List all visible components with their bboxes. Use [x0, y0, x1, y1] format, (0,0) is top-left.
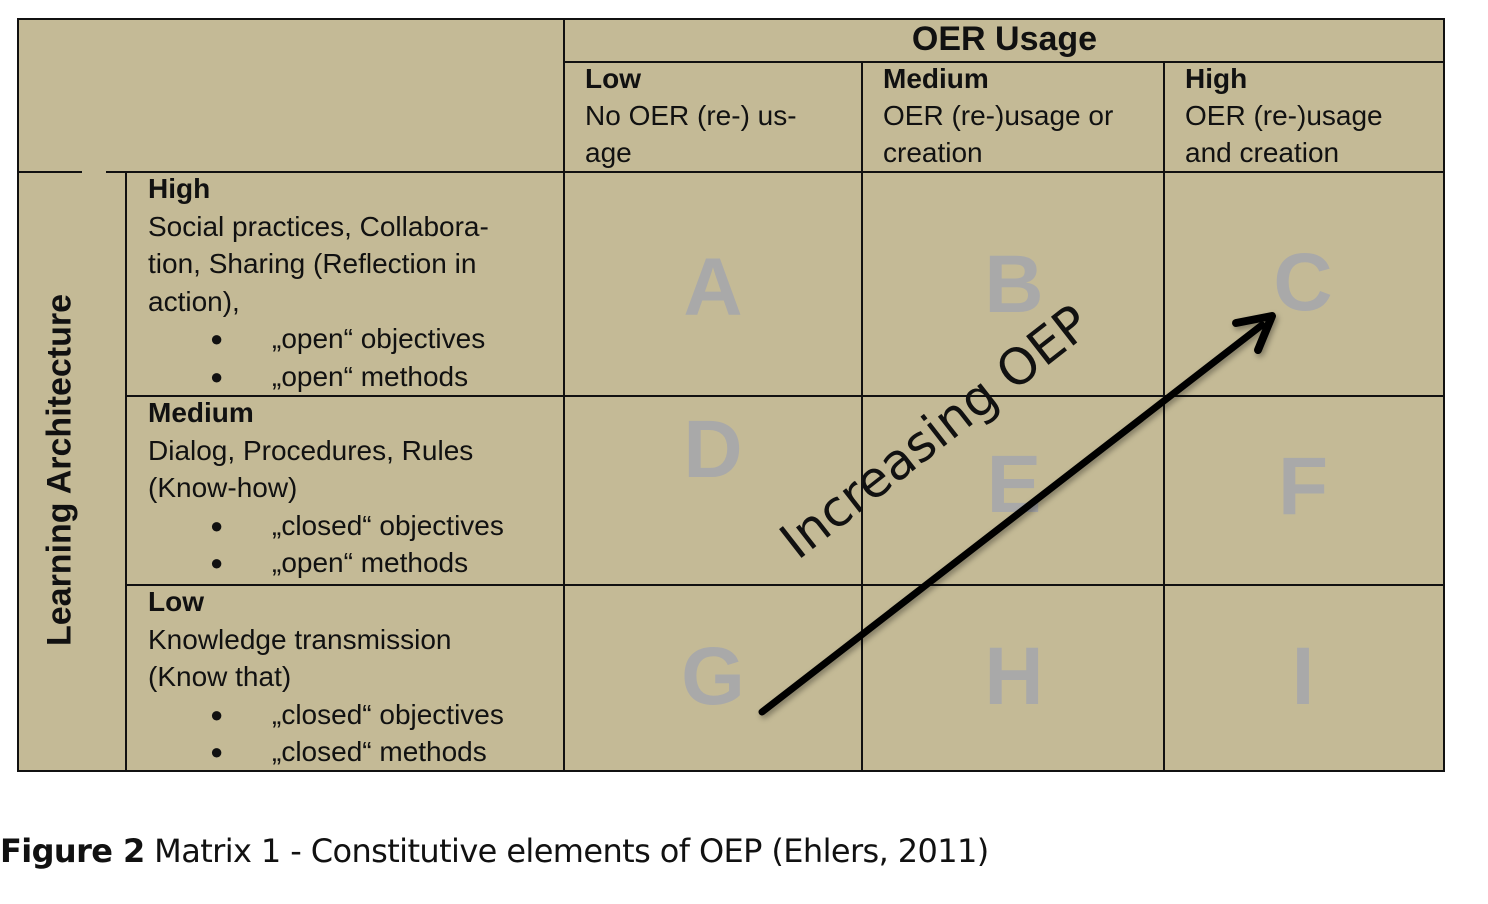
grid-line	[106, 171, 1445, 173]
column-level: Low	[585, 63, 641, 94]
arrow-shaft	[758, 321, 1266, 716]
row-desc: Social practices, Collabora-	[148, 210, 489, 242]
arrow-head	[1232, 312, 1276, 354]
grid-line	[126, 395, 1445, 397]
column-header-medium: Medium OER (re-)usage or creation	[883, 60, 1113, 171]
column-desc: and creation	[1185, 137, 1340, 168]
cell-letter-d: D	[683, 404, 743, 495]
column-desc: OER (re-)usage	[1185, 100, 1383, 131]
cell-letter-i: I	[1291, 631, 1315, 722]
cell-letter-g: G	[681, 631, 745, 722]
grid-line	[1163, 62, 1165, 772]
column-header-low: Low No OER (re-) us- age	[585, 60, 797, 171]
bullet-icon: ●	[210, 326, 224, 351]
caption-label: Figure 2	[0, 832, 145, 870]
bullet-item: ● „closed“ methods	[148, 733, 504, 771]
bullet-icon: ●	[210, 701, 224, 727]
caption-text: Matrix 1 - Constitutive elements of OEP …	[144, 832, 989, 870]
column-desc: OER (re-)usage or	[883, 100, 1114, 131]
column-desc: No OER (re-) us-	[585, 100, 797, 131]
row-desc: tion, Sharing (Reflection in	[148, 248, 477, 279]
row-level: Low	[148, 586, 204, 617]
column-group-title: OER Usage	[911, 20, 1098, 58]
bullet-icon: ●	[210, 550, 224, 575]
grid-line	[861, 62, 863, 772]
cell-letter-c: C	[1273, 237, 1333, 328]
row-header-medium: Medium Dialog, Procedures, Rules (Know-h…	[148, 394, 504, 582]
column-desc: creation	[883, 137, 983, 168]
row-desc: Dialog, Procedures, Rules	[148, 434, 474, 466]
bullet-item: ● „open“ methods	[148, 544, 504, 582]
bullet-item: ● „open“ objectives	[148, 320, 489, 358]
column-header-high: High OER (re-)usage and creation	[1185, 60, 1383, 171]
bullet-text: „open“ methods	[272, 360, 469, 392]
bullet-icon: ●	[210, 363, 224, 389]
row-desc: (Know-how)	[148, 472, 298, 503]
bullet-item: ● „closed“ objectives	[148, 507, 504, 545]
bullet-text: „closed“ objectives	[272, 509, 504, 541]
grid-line	[126, 584, 1445, 586]
cell-letter-a: A	[683, 242, 743, 333]
bullet-item: ● „closed“ objectives	[148, 696, 504, 734]
bullet-text: „open“ objectives	[272, 323, 486, 354]
cell-letter-b: B	[984, 239, 1044, 330]
row-level: High	[148, 173, 211, 204]
row-desc: action),	[148, 285, 240, 317]
column-desc: age	[585, 137, 632, 168]
column-level: High	[1185, 63, 1248, 94]
bullet-text: „open“ methods	[272, 547, 469, 578]
cell-letter-f: F	[1277, 441, 1329, 532]
bullet-text: „closed“ methods	[272, 736, 487, 767]
bullet-text: „closed“ objectives	[272, 698, 504, 730]
cell-letter-e: E	[986, 439, 1042, 530]
row-desc: (Know that)	[148, 661, 292, 692]
bullet-icon: ●	[210, 739, 224, 764]
grid-line	[564, 61, 1445, 63]
row-header-high: High Social practices, Collabora- tion, …	[148, 170, 489, 395]
row-level: Medium	[148, 397, 254, 428]
cell-letter-h: H	[984, 631, 1044, 722]
grid-line	[17, 171, 82, 173]
row-desc: Knowledge transmission	[148, 623, 452, 655]
grid-line	[125, 172, 127, 772]
bullet-icon: ●	[210, 512, 224, 538]
row-header-low: Low Knowledge transmission (Know that) ●…	[148, 583, 504, 771]
bullet-item: ● „open“ methods	[148, 358, 489, 396]
column-level: Medium	[883, 63, 989, 94]
figure-caption: Figure 2 Matrix 1 - Constitutive element…	[0, 832, 989, 870]
